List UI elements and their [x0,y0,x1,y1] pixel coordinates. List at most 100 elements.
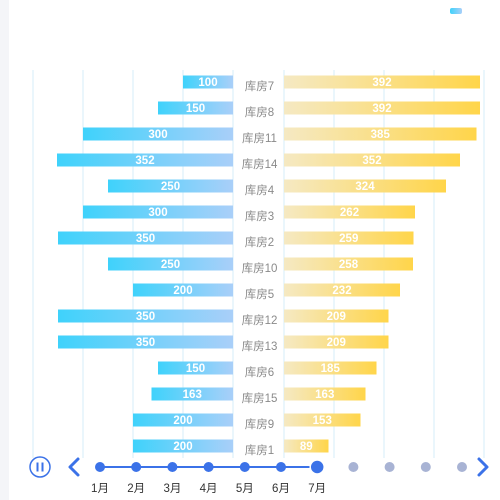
category-label: 库房4 [245,183,275,197]
bar-right[interactable] [284,179,446,193]
category-label: 库房6 [245,365,274,379]
bar-right-value-label: 209 [327,311,346,323]
category-label: 库房10 [242,261,278,275]
bar-right-value-label: 259 [339,233,358,245]
timeline-dot-current[interactable] [309,459,325,475]
bar-right[interactable] [284,335,389,349]
bar-left-value-label: 350 [136,337,155,349]
bar-right[interactable] [284,361,377,375]
bar-left-value-label: 350 [136,233,155,245]
timeline-month-label[interactable]: 5月 [236,483,254,495]
bar-left[interactable] [83,127,233,141]
timeline-month-label[interactable]: 3月 [163,483,181,495]
bar-left-value-label: 300 [148,129,167,141]
bar-right[interactable] [284,283,400,297]
bar-right-value-label: 324 [355,181,375,193]
bar-left-value-label: 350 [136,311,155,323]
pause-icon [36,462,39,472]
bar-left[interactable] [83,205,233,219]
bar-right[interactable] [284,309,389,323]
bar-left-value-label: 200 [173,285,192,297]
bar-right[interactable] [284,205,415,219]
timeline-dot[interactable] [131,462,142,472]
bar-right-value-label: 153 [313,415,332,427]
bar-left[interactable] [151,387,234,401]
category-label: 库房14 [242,157,278,171]
next-arrow-icon[interactable] [477,457,489,477]
category-label: 库房3 [245,209,274,223]
bar-left[interactable] [158,361,233,375]
bar-left[interactable] [58,335,233,349]
bar-right[interactable] [284,413,361,427]
timeline-month-label[interactable]: 4月 [200,483,218,495]
timeline-dot[interactable] [384,462,395,472]
bar-left[interactable] [57,153,233,167]
bar-right-value-label: 163 [315,389,334,401]
timeline: 1月 2月 3月 4月 5月 6月 7月 [29,456,489,495]
timeline-month-label[interactable]: 7月 [308,483,326,495]
category-label: 库房5 [245,287,274,301]
bar-right[interactable] [284,153,460,167]
timeline-month-label[interactable]: 2月 [127,483,145,495]
bar-right-value-label: 185 [321,363,341,375]
bar-left[interactable] [108,257,233,271]
bar-right[interactable] [284,387,366,401]
bar-right-value-label: 392 [372,77,391,89]
bar-left-value-label: 100 [198,77,217,89]
category-label: 库房12 [242,313,278,327]
bar-left-value-label: 200 [173,441,192,453]
category-label: 库房9 [245,417,274,431]
bar-right-value-label: 258 [339,259,359,271]
category-label: 库房2 [245,235,274,249]
category-label: 库房7 [245,79,274,93]
bar-left[interactable] [183,75,233,89]
timeline-dot[interactable] [203,462,214,472]
legend-swatch-series-1[interactable] [450,8,462,14]
timeline-dot[interactable] [95,462,105,472]
timeline-dot[interactable] [276,462,286,472]
bar-left[interactable] [58,231,233,245]
timeline-dot[interactable] [420,462,431,472]
timeline-dot[interactable] [457,462,467,472]
category-label: 库房15 [242,391,278,405]
bar-left[interactable] [158,101,233,115]
bar-left[interactable] [133,413,233,427]
bar-left[interactable] [133,439,233,453]
bar-right[interactable] [284,231,414,245]
bar-left-value-label: 352 [135,155,154,167]
timeline-month-label[interactable]: 1月 [91,483,109,495]
bars: 100 392 库房7 150 392 库房8 300 385 库房11 352 352 库房14 25… [57,75,480,457]
category-label: 库房1 [245,443,274,457]
bar-right-value-label: 262 [340,207,359,219]
play-pause-button[interactable] [29,456,51,478]
bar-right[interactable] [284,257,413,271]
bar-right-value-label: 385 [371,129,391,141]
timeline-dot[interactable] [348,462,359,472]
bar-left-value-label: 150 [186,103,205,115]
prev-arrow-icon[interactable] [68,457,80,477]
timeline-month-label[interactable]: 6月 [272,483,290,495]
bar-right-value-label: 352 [362,155,381,167]
bar-right-value-label: 89 [300,441,313,453]
bar-right[interactable] [284,75,480,89]
bar-right-value-label: 392 [372,103,391,115]
category-label: 库房8 [245,105,274,119]
bar-left[interactable] [133,283,233,297]
bar-left-value-label: 300 [148,207,167,219]
bar-left-value-label: 150 [186,363,205,375]
bar-left-value-label: 250 [161,259,180,271]
timeline-dot[interactable] [239,462,250,472]
bar-right[interactable] [284,439,329,453]
category-label: 库房11 [242,131,277,145]
bar-left[interactable] [108,179,233,193]
sidebar-edge [0,0,9,500]
bar-left[interactable] [58,309,233,323]
timeline-dot[interactable] [167,462,178,472]
bar-right-value-label: 209 [327,337,346,349]
bar-left-value-label: 163 [183,389,202,401]
bar-right[interactable] [284,127,477,141]
category-label: 库房13 [242,339,278,353]
bar-right-value-label: 232 [332,285,351,297]
bar-right[interactable] [284,101,480,115]
